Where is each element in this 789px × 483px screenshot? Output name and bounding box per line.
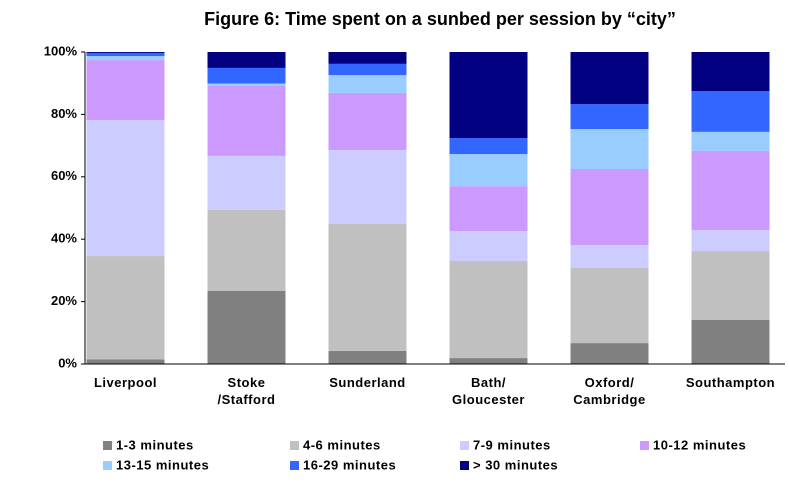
legend-label: 16-29 minutes bbox=[303, 457, 396, 472]
x-tick-label: Stoke /Stafford bbox=[217, 375, 276, 407]
bar-segment bbox=[449, 154, 528, 187]
bar-segment bbox=[328, 223, 407, 351]
bar-segment bbox=[570, 343, 649, 364]
bar-segment bbox=[207, 290, 286, 364]
bar-segment bbox=[86, 52, 165, 53]
y-tick-label: 40% bbox=[51, 231, 77, 246]
chart-title: Figure 6: Time spent on a sunbed per ses… bbox=[204, 9, 676, 29]
bar-segment bbox=[570, 52, 649, 105]
x-tick-label: Southampton bbox=[685, 375, 776, 390]
bar-segment bbox=[86, 256, 165, 360]
bar-segment bbox=[691, 320, 770, 364]
legend-swatch bbox=[290, 461, 299, 470]
bar-segment bbox=[328, 63, 407, 76]
bar-segment bbox=[207, 86, 286, 156]
legend-label: 4-6 minutes bbox=[303, 437, 381, 452]
legend-swatch bbox=[103, 461, 112, 470]
bar-segment bbox=[328, 52, 407, 64]
bar-segment bbox=[449, 231, 528, 262]
legend-swatch bbox=[640, 441, 649, 450]
legend-label: 1-3 minutes bbox=[116, 437, 194, 452]
bar-segment bbox=[207, 155, 286, 210]
bar-segment bbox=[691, 52, 770, 91]
bar-segment bbox=[328, 92, 407, 150]
bar-segment bbox=[449, 52, 528, 139]
y-tick-label: 60% bbox=[51, 168, 77, 183]
x-tick-label: Sunderland bbox=[329, 375, 406, 390]
legend-label: > 30 minutes bbox=[473, 457, 558, 472]
bar-segment bbox=[86, 52, 165, 57]
x-tick-label: Oxford/ Cambridge bbox=[573, 375, 646, 407]
y-tick-label: 80% bbox=[51, 106, 77, 121]
legend-swatch bbox=[103, 441, 112, 450]
bar-segment bbox=[328, 350, 407, 364]
legend-label: 10-12 minutes bbox=[653, 437, 746, 452]
legend-label: 7-9 minutes bbox=[473, 437, 551, 452]
bar-segment bbox=[207, 67, 286, 84]
legend-label: 13-15 minutes bbox=[116, 457, 209, 472]
bar-segment bbox=[207, 209, 286, 291]
bar-segment bbox=[86, 56, 165, 61]
bar-segment bbox=[449, 138, 528, 155]
legend-swatch bbox=[460, 441, 469, 450]
bar-segment bbox=[691, 251, 770, 321]
bar-segment bbox=[449, 186, 528, 232]
bar-segment bbox=[328, 75, 407, 93]
bar-segment bbox=[691, 91, 770, 132]
legend-swatch bbox=[290, 441, 299, 450]
bar-segment bbox=[86, 60, 165, 121]
bar-segment bbox=[207, 52, 286, 68]
bar-segment bbox=[449, 358, 528, 364]
bar-segment bbox=[328, 149, 407, 224]
y-tick-label: 20% bbox=[51, 293, 77, 308]
x-tick-label: Liverpool bbox=[93, 375, 157, 390]
bar-segment bbox=[570, 129, 649, 169]
y-tick-label: 0% bbox=[58, 355, 77, 370]
bar-segment bbox=[570, 245, 649, 268]
bar-segment bbox=[570, 169, 649, 246]
bar-segment bbox=[691, 230, 770, 252]
bar-segment bbox=[86, 359, 165, 364]
legend-swatch bbox=[460, 461, 469, 470]
x-tick-label: Bath/ Gloucester bbox=[452, 375, 525, 407]
bar-segment bbox=[691, 150, 770, 231]
bar-segment bbox=[86, 120, 165, 257]
bar-segment bbox=[691, 131, 770, 151]
bar-segment bbox=[570, 267, 649, 344]
y-tick-label: 100% bbox=[44, 43, 78, 58]
bar-segment bbox=[207, 83, 286, 87]
bar-segment bbox=[570, 104, 649, 130]
bar-segment bbox=[449, 261, 528, 359]
